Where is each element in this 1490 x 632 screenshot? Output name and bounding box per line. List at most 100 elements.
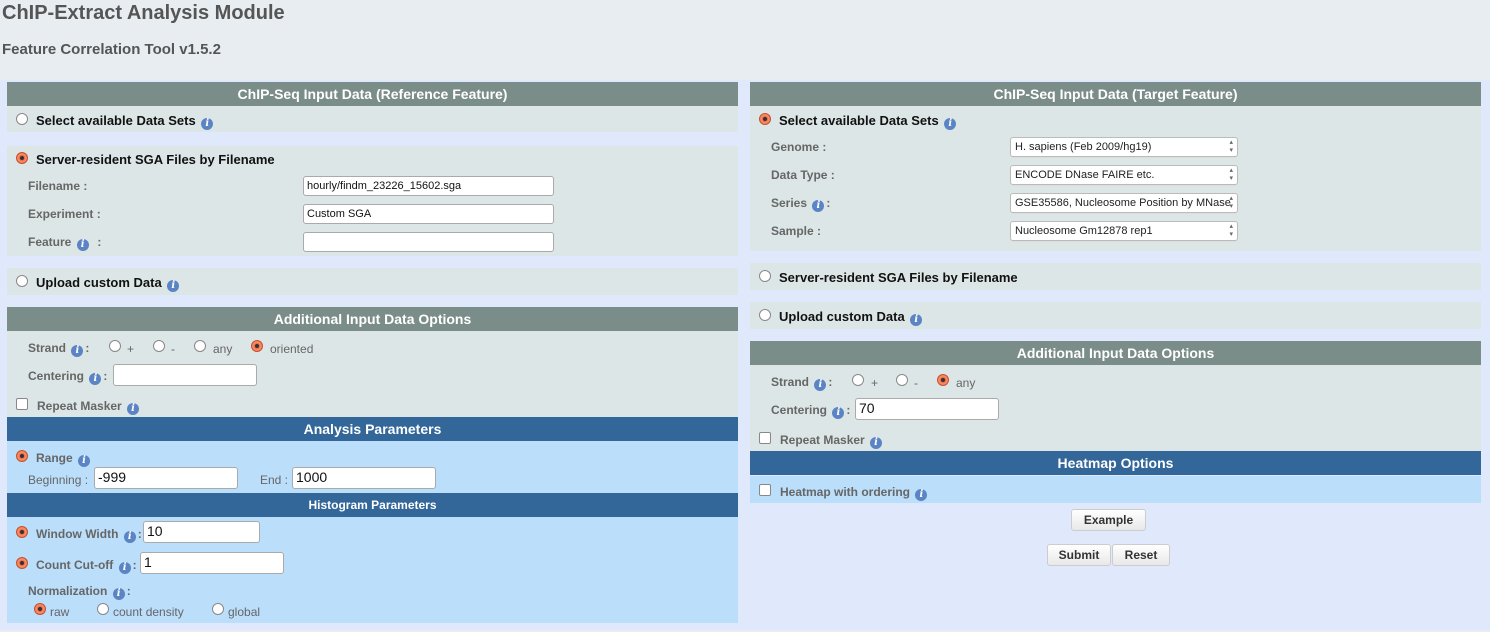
tgt-repeat-masker-label: Repeat Masker i bbox=[780, 432, 884, 449]
ref-centering-label: Centering i: bbox=[28, 369, 108, 385]
ref-server-resident-label: Server-resident SGA Files by Filename bbox=[36, 152, 275, 167]
feature-label: Feature i : bbox=[28, 235, 102, 251]
genome-label: Genome : bbox=[771, 140, 827, 154]
tgt-upload-radio[interactable] bbox=[759, 309, 771, 321]
page-subtitle: Feature Correlation Tool v1.5.2 bbox=[2, 41, 221, 58]
range-label: Range i bbox=[36, 450, 92, 467]
tgt-select-datasets-radio[interactable] bbox=[759, 113, 771, 125]
info-icon[interactable]: i bbox=[118, 562, 131, 574]
datatype-select[interactable]: ENCODE DNase FAIRE etc. bbox=[1010, 165, 1238, 185]
window-width-label: Window Width i: bbox=[36, 527, 142, 543]
reset-button[interactable]: Reset bbox=[1112, 544, 1170, 566]
norm-global-radio[interactable] bbox=[212, 603, 224, 615]
tgt-server-resident-radio[interactable] bbox=[759, 270, 771, 282]
count-cutoff-radio[interactable] bbox=[16, 557, 28, 569]
ref-strand-oriented-radio[interactable] bbox=[251, 340, 263, 352]
heatmap-ordering-checkbox[interactable] bbox=[759, 484, 771, 496]
info-icon[interactable]: i bbox=[870, 437, 883, 449]
norm-count-density-label: count density bbox=[113, 605, 184, 619]
feature-input[interactable] bbox=[303, 232, 554, 252]
info-icon[interactable]: i bbox=[814, 379, 827, 391]
count-cutoff-label: Count Cut-off i: bbox=[36, 558, 137, 574]
ref-centering-input[interactable] bbox=[113, 364, 257, 386]
info-icon[interactable]: i bbox=[832, 407, 845, 419]
tgt-options-header: Additional Input Data Options bbox=[750, 341, 1481, 365]
sample-select[interactable]: Nucleosome Gm12878 rep1 bbox=[1010, 221, 1238, 241]
beginning-input[interactable]: -999 bbox=[94, 467, 238, 489]
upload-panel bbox=[7, 268, 738, 295]
info-icon[interactable]: i bbox=[812, 200, 825, 212]
tgt-repeat-masker-checkbox[interactable] bbox=[759, 432, 771, 444]
info-icon[interactable]: i bbox=[112, 588, 125, 600]
ref-select-datasets-radio[interactable] bbox=[16, 113, 28, 125]
norm-raw-radio[interactable] bbox=[34, 603, 46, 615]
target-feature-header: ChIP-Seq Input Data (Target Feature) bbox=[750, 82, 1481, 106]
info-icon[interactable]: i bbox=[201, 118, 214, 130]
ref-strand-oriented-label: oriented bbox=[270, 342, 314, 356]
norm-global-label: global bbox=[228, 605, 261, 619]
ref-strand-minus-label: - bbox=[171, 342, 175, 356]
tgt-upload-panel bbox=[750, 302, 1481, 329]
tgt-strand-plus-radio[interactable] bbox=[852, 374, 864, 386]
ref-upload-radio[interactable] bbox=[16, 275, 28, 287]
submit-button[interactable]: Submit bbox=[1047, 544, 1111, 566]
beginning-label: Beginning : bbox=[28, 473, 89, 487]
info-icon[interactable]: i bbox=[123, 531, 136, 543]
series-select[interactable]: GSE35586, Nucleosome Position by MNase bbox=[1010, 193, 1238, 213]
window-width-radio[interactable] bbox=[16, 526, 28, 538]
ref-strand-any-radio[interactable] bbox=[194, 340, 206, 352]
tgt-centering-label: Centering i: bbox=[771, 403, 851, 419]
experiment-label: Experiment : bbox=[28, 207, 101, 221]
page-title: ChIP-Extract Analysis Module bbox=[2, 2, 285, 24]
tgt-strand-minus-radio[interactable] bbox=[896, 374, 908, 386]
sample-label: Sample : bbox=[771, 224, 822, 238]
tgt-select-datasets-label: Select available Data Sets i bbox=[779, 113, 958, 130]
tgt-server-resident-label: Server-resident SGA Files by Filename bbox=[779, 270, 1018, 285]
info-icon[interactable]: i bbox=[89, 373, 102, 385]
count-cutoff-input[interactable]: 1 bbox=[140, 552, 284, 574]
info-icon[interactable]: i bbox=[915, 489, 928, 501]
info-icon[interactable]: i bbox=[76, 239, 89, 251]
ref-repeat-masker-label: Repeat Masker i bbox=[37, 398, 141, 415]
ref-options-header: Additional Input Data Options bbox=[7, 307, 738, 331]
info-icon[interactable]: i bbox=[944, 118, 957, 130]
range-radio[interactable] bbox=[16, 450, 28, 462]
info-icon[interactable]: i bbox=[78, 455, 91, 467]
tgt-strand-label: Strand i: bbox=[771, 375, 833, 391]
tgt-strand-plus-label: + bbox=[871, 376, 879, 390]
heatmap-header: Heatmap Options bbox=[750, 451, 1481, 475]
info-icon[interactable]: i bbox=[127, 403, 140, 415]
datatype-label: Data Type : bbox=[771, 168, 835, 182]
ref-strand-any-label: any bbox=[213, 342, 233, 356]
tgt-upload-label: Upload custom Data i bbox=[779, 309, 924, 326]
ref-strand-plus-label: + bbox=[127, 342, 135, 356]
info-icon[interactable]: i bbox=[167, 280, 180, 292]
norm-raw-label: raw bbox=[50, 605, 70, 619]
info-icon[interactable]: i bbox=[910, 314, 923, 326]
window-width-input[interactable]: 10 bbox=[143, 521, 260, 543]
ref-repeat-masker-checkbox[interactable] bbox=[16, 398, 28, 410]
tgt-strand-any-radio[interactable] bbox=[937, 374, 949, 386]
ref-strand-minus-radio[interactable] bbox=[153, 340, 165, 352]
experiment-input[interactable]: Custom SGA bbox=[303, 204, 554, 224]
filename-input[interactable]: hourly/findm_23226_15602.sga bbox=[303, 176, 554, 196]
example-button[interactable]: Example bbox=[1071, 509, 1146, 531]
tgt-strand-minus-label: - bbox=[914, 376, 918, 390]
norm-count-density-radio[interactable] bbox=[97, 603, 109, 615]
info-icon[interactable]: i bbox=[71, 345, 84, 357]
ref-server-resident-radio[interactable] bbox=[16, 152, 28, 164]
heatmap-ordering-label: Heatmap with ordering i bbox=[780, 484, 929, 501]
end-input[interactable]: 1000 bbox=[292, 467, 436, 489]
tgt-server-panel bbox=[750, 263, 1481, 290]
ref-strand-plus-radio[interactable] bbox=[109, 340, 121, 352]
genome-select[interactable]: H. sapiens (Feb 2009/hg19) bbox=[1010, 137, 1238, 157]
filename-label: Filename : bbox=[28, 179, 88, 193]
histogram-header: Histogram Parameters bbox=[7, 493, 738, 517]
reference-feature-header: ChIP-Seq Input Data (Reference Feature) bbox=[7, 82, 738, 106]
series-label: Series i: bbox=[771, 196, 831, 212]
ref-upload-label: Upload custom Data i bbox=[36, 275, 181, 292]
select-datasets-panel bbox=[7, 106, 738, 132]
ref-select-datasets-label: Select available Data Sets i bbox=[36, 113, 215, 130]
tgt-centering-input[interactable]: 70 bbox=[855, 398, 999, 420]
ref-strand-label: Strand i: bbox=[28, 341, 90, 357]
